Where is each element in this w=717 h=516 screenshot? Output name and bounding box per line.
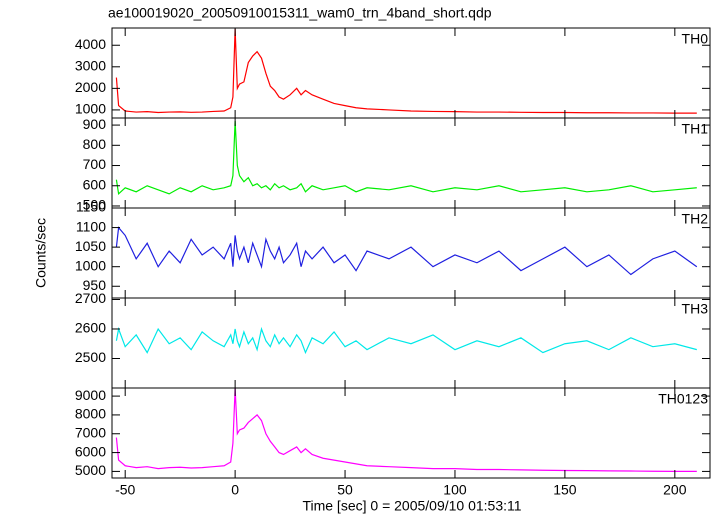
panel-frame xyxy=(111,27,711,119)
x-tick-label: 100 xyxy=(443,482,467,498)
y-tick-label: 600 xyxy=(83,176,107,192)
y-tick-label: 900 xyxy=(83,116,107,132)
y-tick-label: 1050 xyxy=(75,238,106,254)
y-tick-label: 1000 xyxy=(75,101,106,117)
y-axis-label: Counts/sec xyxy=(33,218,49,288)
panel xyxy=(115,121,697,196)
y-tick-label: 950 xyxy=(83,277,107,293)
chart-title: ae100019020_20050910015311_wam0_trn_4ban… xyxy=(108,5,492,21)
y-tick-label: 700 xyxy=(83,156,107,172)
y-tick-label: 5000 xyxy=(75,462,106,478)
y-tick-label: 4000 xyxy=(75,36,106,52)
panel-frame xyxy=(111,117,711,209)
y-tick-label: 2700 xyxy=(75,290,106,306)
y-tick-label: 8000 xyxy=(75,406,106,422)
panel-label: TH0 xyxy=(682,31,709,47)
x-tick-label: 0 xyxy=(231,482,239,498)
panel-label: TH2 xyxy=(682,211,709,227)
y-tick-label: 2600 xyxy=(75,320,106,336)
y-tick-label: 3000 xyxy=(75,58,106,74)
y-tick-label: 6000 xyxy=(75,443,106,459)
panel xyxy=(115,388,697,473)
x-tick-label: 50 xyxy=(337,482,353,498)
x-axis-label: Time [sec] 0 = 2005/09/10 01:53:11 xyxy=(302,498,521,514)
panel xyxy=(115,326,697,355)
y-tick-label: 7000 xyxy=(75,424,106,440)
y-tick-label: 800 xyxy=(83,136,107,152)
y-tick-label: 2500 xyxy=(75,349,106,365)
y-tick-label: 1000 xyxy=(75,257,106,273)
panel xyxy=(115,29,697,114)
y-tick-label: 500 xyxy=(83,197,107,213)
series-line xyxy=(115,121,697,196)
series-line xyxy=(115,388,697,473)
series-line xyxy=(115,29,697,114)
y-tick-label: 2000 xyxy=(75,79,106,95)
x-tick-label: 150 xyxy=(553,482,577,498)
series-line xyxy=(115,326,697,355)
panel-label: TH1 xyxy=(682,121,709,137)
panel-label: TH3 xyxy=(682,301,709,317)
y-tick-label: 1150 xyxy=(76,199,106,215)
y-tick-label: 1100 xyxy=(76,218,106,234)
panel xyxy=(115,226,698,276)
x-tick-label: 200 xyxy=(663,482,687,498)
panel-label: TH0123 xyxy=(658,391,708,407)
series-line xyxy=(115,226,698,276)
x-tick-label: -50 xyxy=(115,482,135,498)
panel-frame xyxy=(111,387,711,479)
panel-frame xyxy=(111,207,711,299)
y-tick-label: 9000 xyxy=(75,387,106,403)
